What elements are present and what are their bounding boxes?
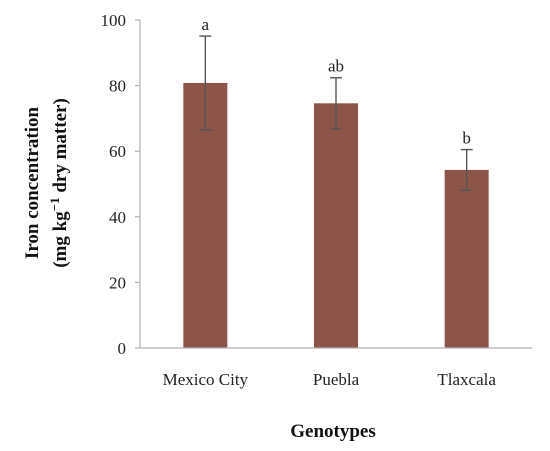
x-axis-title: Genotypes [290,421,376,442]
y-tick-label: 100 [101,11,127,30]
bar [314,103,358,348]
y-tick-label: 60 [109,142,126,161]
y-axis: 0 20 40 60 80 100 [101,11,141,358]
bars [183,82,489,348]
y-axis-title-unit-sup: −1 [47,197,62,211]
x-tick-label: Tlaxcala [437,370,496,389]
error-bars [199,35,473,191]
x-tick-label: Mexico City [163,370,249,389]
y-tick-label: 0 [118,339,127,358]
y-axis-title-unit-pre: (mg kg [50,211,71,268]
significance-labels: a ab b [202,15,471,147]
y-axis-title-line2: (mg kg−1 dry matter) [47,98,71,268]
y-tick-label: 80 [109,77,126,96]
y-axis-title-line1: Iron concentration [22,106,43,259]
x-tick-label: Puebla [313,370,360,389]
significance-label: a [202,15,210,34]
significance-label: ab [328,57,344,76]
y-tick-label: 20 [109,273,126,292]
x-axis: Mexico City Puebla Tlaxcala [140,347,532,389]
y-tick-label: 40 [109,208,126,227]
y-axis-title-unit-post: dry matter) [50,98,71,197]
bar [444,169,489,348]
significance-label: b [462,129,471,148]
y-axis-title: Iron concentration (mg kg−1 dry matter) [22,98,71,268]
